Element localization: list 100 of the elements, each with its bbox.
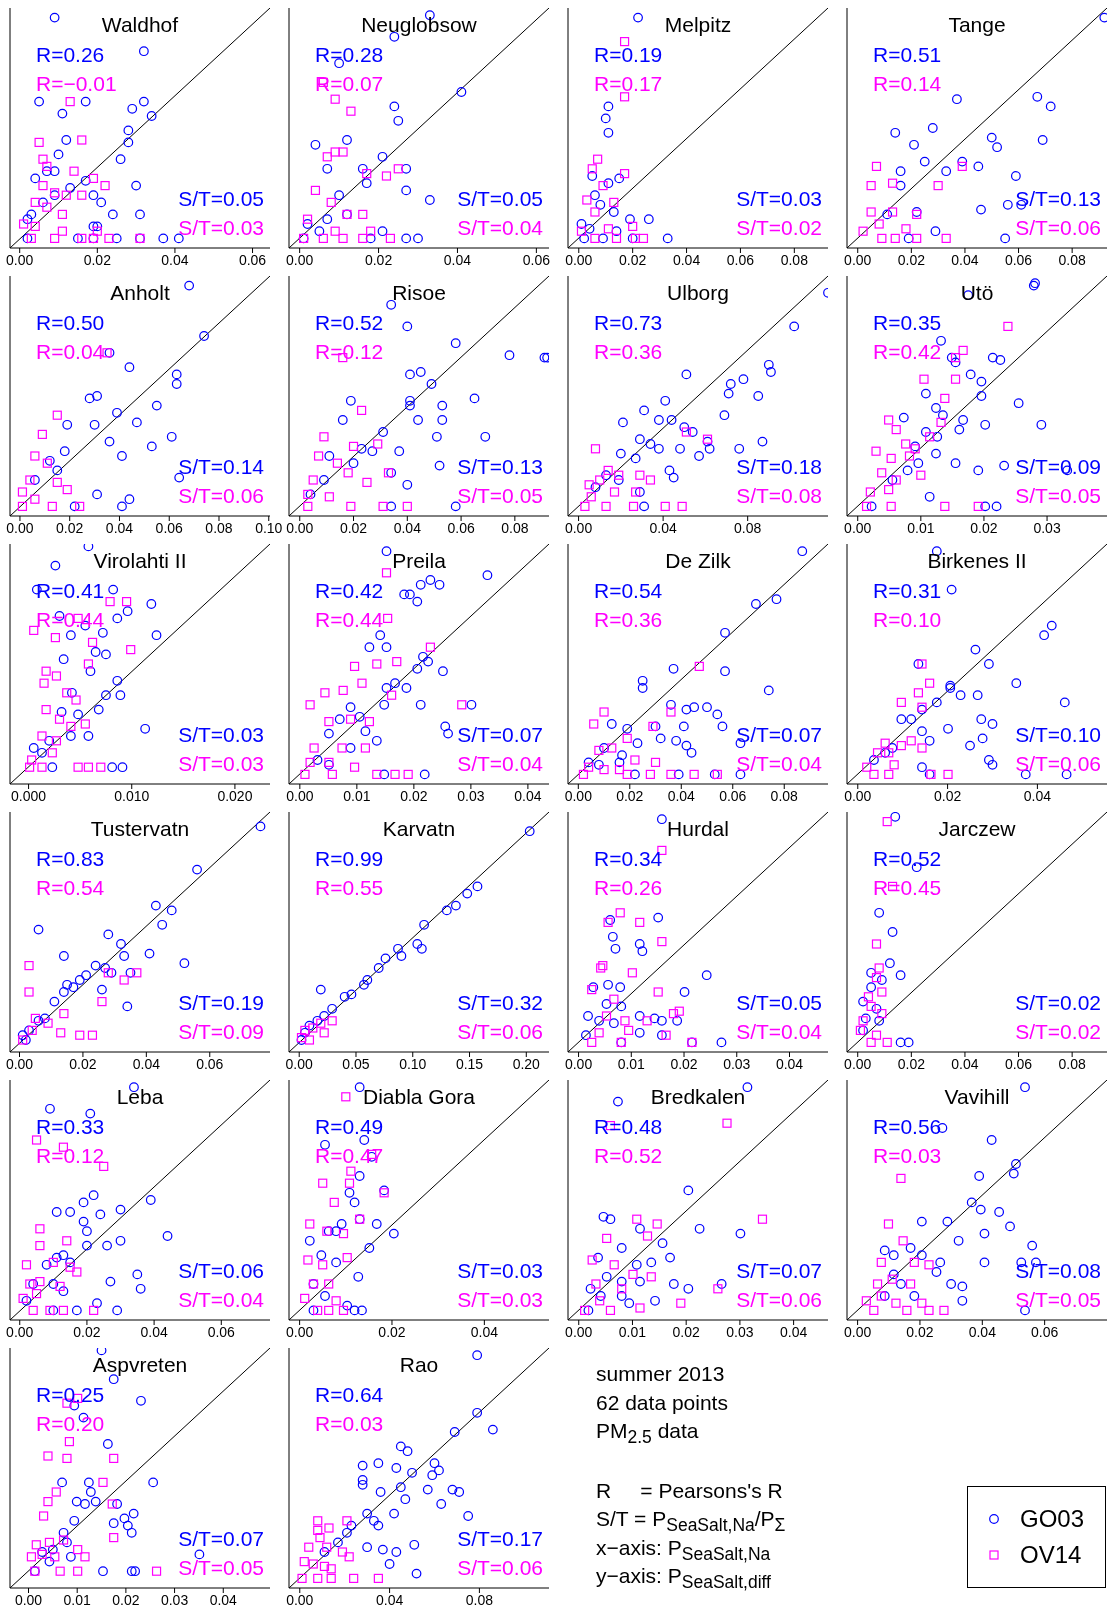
point (913, 688, 923, 698)
point (594, 745, 604, 755)
chart-title: Virolahti II (92, 549, 188, 573)
point (146, 599, 157, 609)
point (61, 135, 72, 145)
point (622, 769, 632, 779)
point (979, 1257, 990, 1268)
point (389, 101, 400, 112)
point (763, 359, 774, 370)
point (576, 219, 587, 229)
point (661, 1030, 671, 1040)
point (616, 1276, 627, 1287)
point (128, 1508, 139, 1519)
annotation: S/T=0.06 (1015, 752, 1101, 776)
point (373, 1573, 383, 1583)
point (394, 446, 405, 457)
point (660, 395, 671, 406)
annotation: S/T=0.05 (1015, 1288, 1101, 1312)
point (603, 979, 613, 990)
point (308, 475, 318, 485)
point (80, 1499, 90, 1509)
chart-title: Ulborg (666, 281, 730, 305)
point (976, 391, 987, 401)
point (50, 1552, 60, 1562)
point (174, 472, 185, 483)
point (122, 606, 133, 617)
point (372, 769, 382, 779)
point (126, 1566, 137, 1577)
point (332, 458, 342, 468)
point (950, 353, 961, 363)
point (338, 685, 348, 695)
point (107, 209, 118, 220)
point (358, 209, 368, 219)
point (643, 214, 654, 225)
point (338, 147, 348, 157)
point (97, 997, 107, 1007)
point (686, 747, 697, 758)
point (609, 994, 619, 1004)
annotation: R=0.07 (315, 72, 384, 96)
point (51, 1252, 62, 1263)
annotation: S/T=0.17 (457, 1527, 543, 1551)
x-tick-label: 0.00 (14, 1591, 43, 1608)
point (973, 501, 983, 511)
point (712, 709, 723, 720)
point (324, 1305, 334, 1315)
x-tick-label: 0.06 (155, 519, 184, 536)
annotation: S/T=0.04 (736, 752, 822, 776)
point (146, 111, 157, 121)
point (59, 446, 70, 457)
point (322, 1542, 332, 1552)
point (315, 984, 326, 995)
point (637, 946, 648, 957)
point (390, 769, 400, 779)
point (480, 431, 491, 442)
point (645, 439, 656, 449)
point (614, 470, 624, 480)
x-tick-label: 0.04 (470, 1323, 499, 1340)
point (354, 1082, 365, 1093)
point (871, 1030, 882, 1040)
point (103, 968, 113, 978)
x-tick-label: 0.08 (465, 1591, 494, 1608)
point (404, 589, 415, 600)
point (80, 719, 90, 729)
point (58, 654, 69, 665)
point (88, 173, 99, 183)
point (581, 1030, 591, 1041)
point (972, 690, 983, 701)
point (359, 1135, 370, 1145)
point (326, 1573, 336, 1583)
annotation: R=0.12 (36, 1144, 105, 1168)
annotation: S/T=0.02 (1015, 991, 1101, 1015)
point (634, 939, 645, 949)
chart-title: Risoe (391, 281, 447, 305)
annotation: S/T=0.03 (178, 216, 264, 240)
point (85, 1108, 96, 1119)
point (368, 1515, 379, 1526)
point (416, 943, 427, 954)
point (662, 233, 673, 244)
point (1045, 101, 1056, 112)
point (17, 487, 28, 497)
point (320, 1291, 330, 1301)
point (28, 1305, 38, 1315)
point (603, 465, 613, 475)
point (41, 1259, 52, 1270)
annotation: R=0.31 (873, 579, 942, 603)
point (614, 173, 625, 184)
annotation: R=0.14 (873, 72, 942, 96)
point (122, 1520, 133, 1531)
point (55, 1281, 65, 1291)
annotation: R=0.99 (315, 847, 384, 871)
point (877, 233, 887, 243)
point (610, 943, 621, 954)
point (84, 393, 95, 404)
point (999, 460, 1010, 471)
point (344, 1178, 355, 1188)
point (720, 666, 730, 677)
point (994, 1207, 1005, 1217)
point (666, 707, 676, 717)
point (171, 379, 182, 389)
point (324, 1523, 334, 1533)
